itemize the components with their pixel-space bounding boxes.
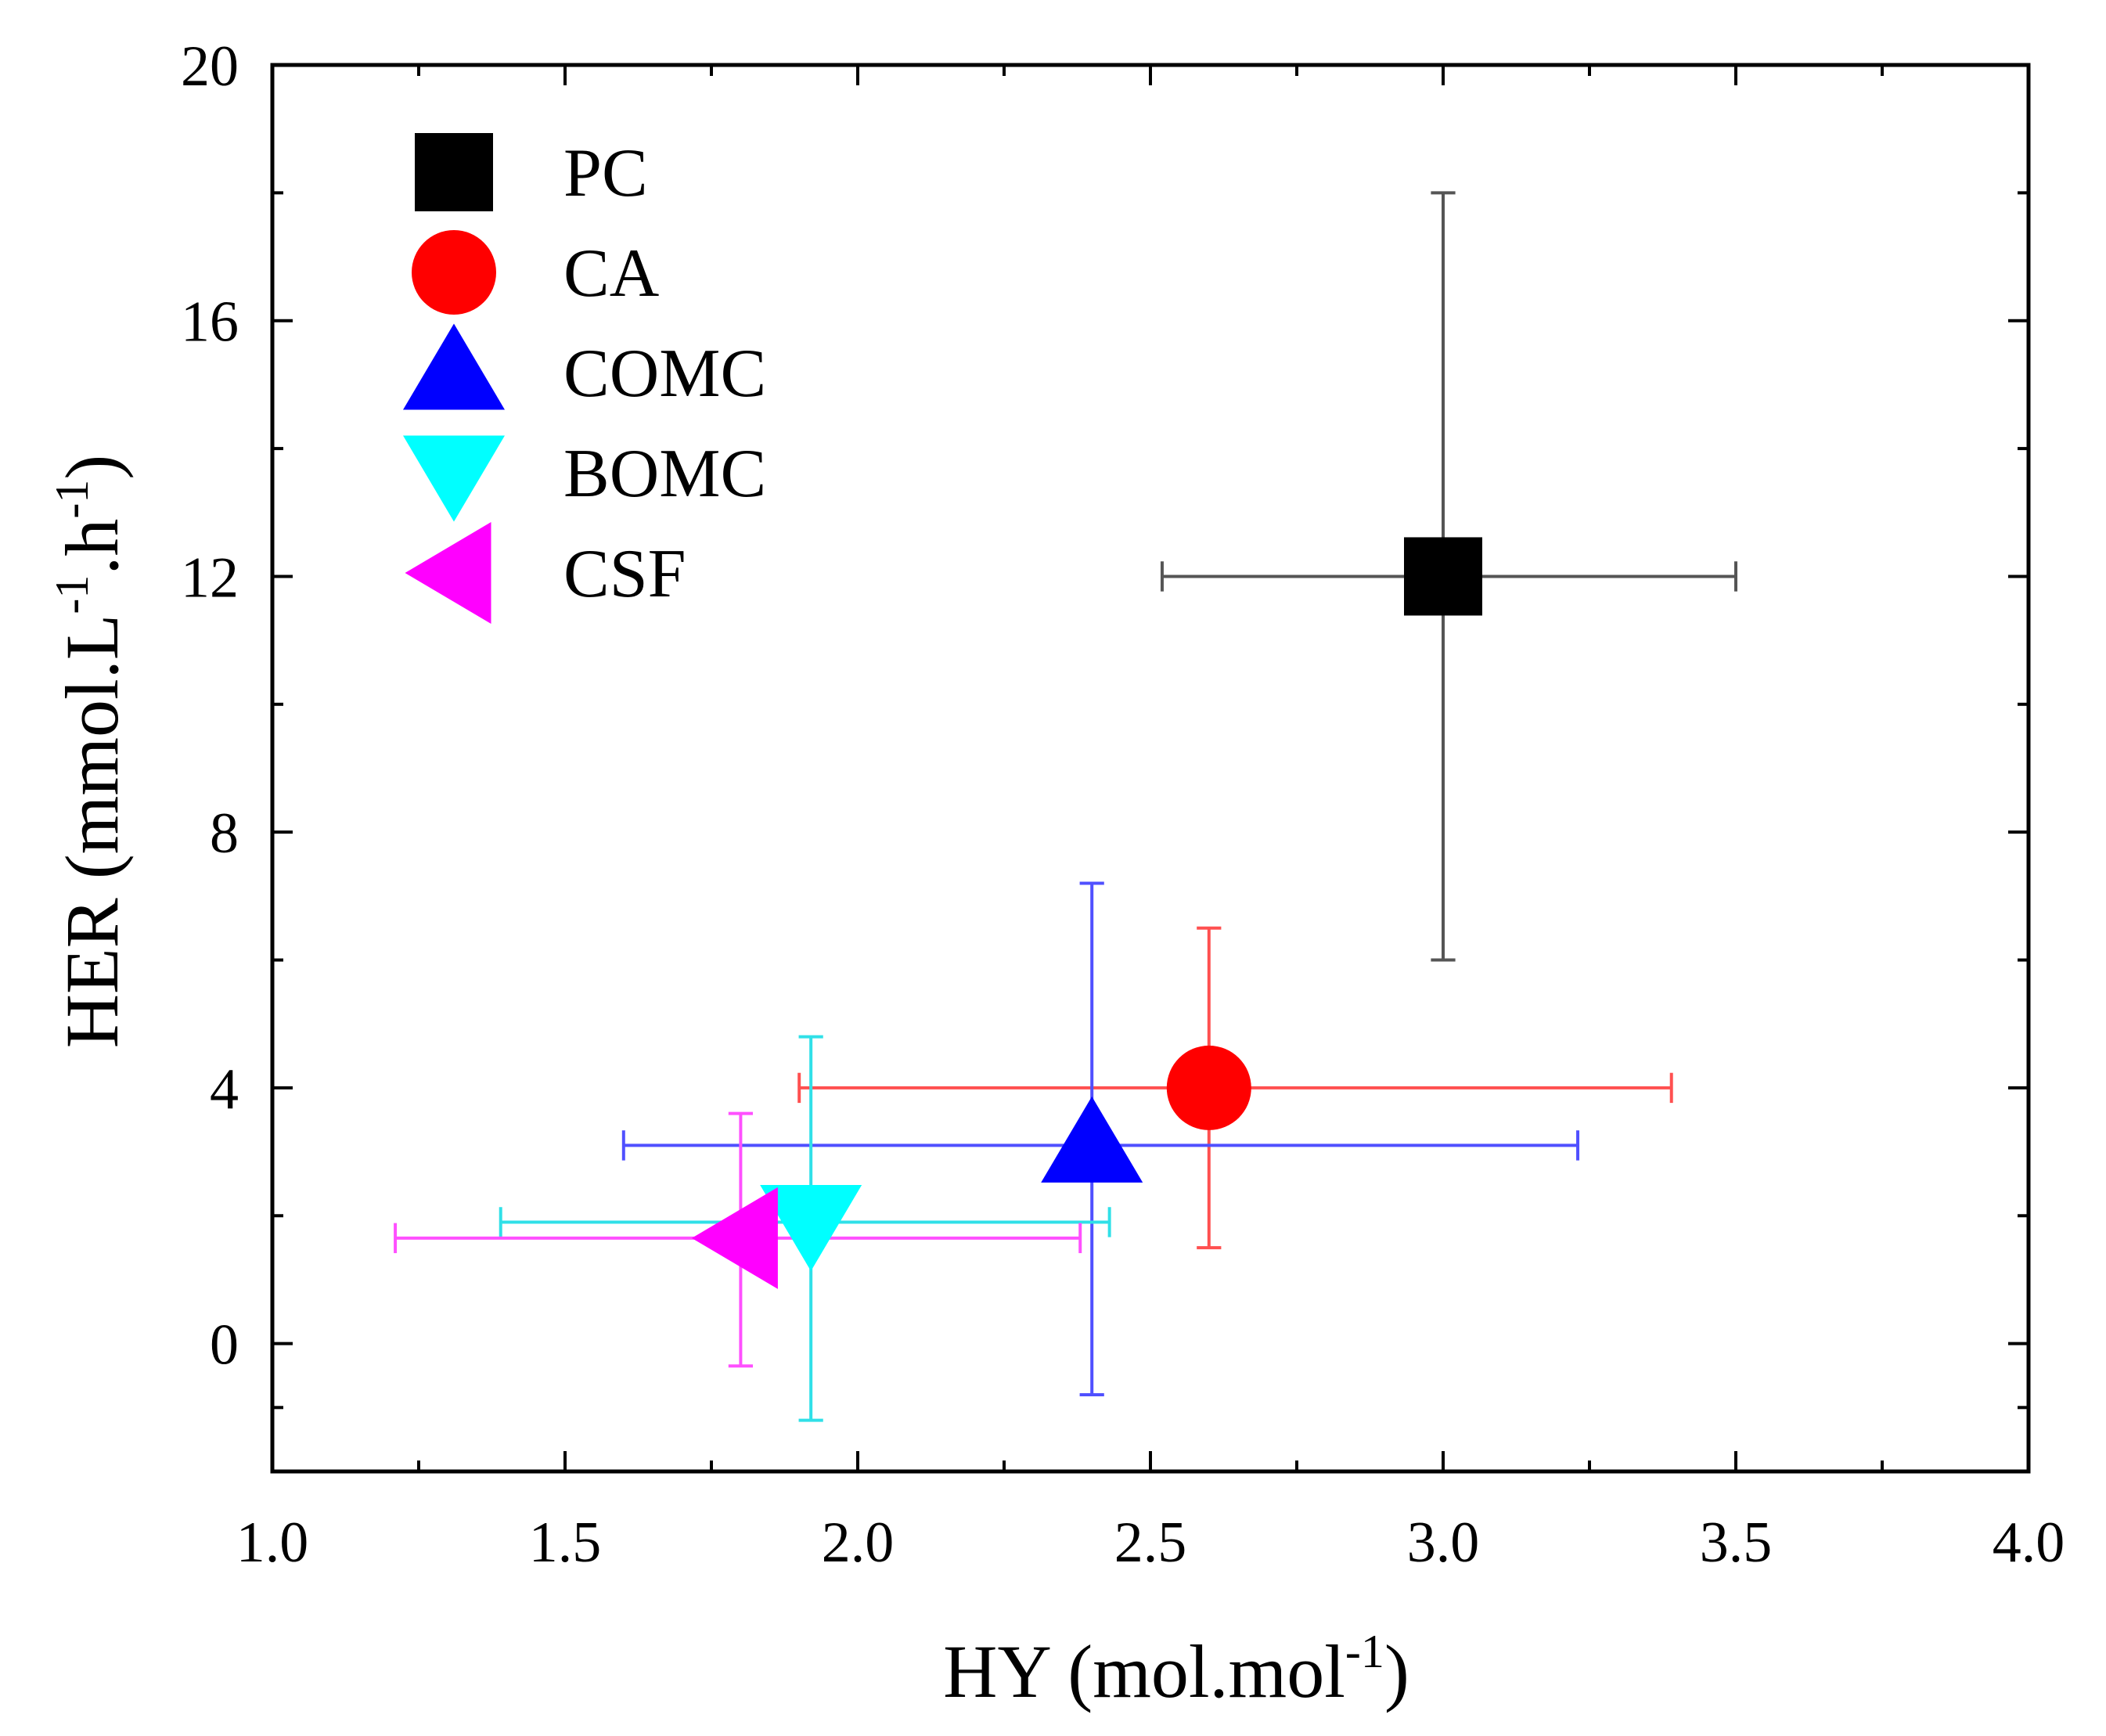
legend-label-csf: CSF [563,536,686,612]
y-tick-label: 4 [210,1057,239,1122]
legend-marker-comc [403,323,505,410]
x-tick-label: 2.0 [822,1511,895,1575]
data-point-csf [691,1187,778,1289]
legend-label-ca: CA [563,236,659,312]
y-tick-label: 12 [181,546,239,610]
y-tick-label: 20 [181,34,239,99]
x-tick-label: 4.0 [1993,1511,2065,1575]
y-axis-title: HER (mmol.L-1.h-1) [46,455,134,1049]
legend-marker-bomc [403,435,505,522]
data-point-ca [1166,1045,1251,1130]
data-point-comc [1041,1096,1143,1183]
y-tick-label: 16 [181,290,239,355]
x-tick-label: 2.5 [1114,1511,1187,1575]
legend-marker-ca [412,230,496,315]
y-tick-label: 0 [210,1313,239,1378]
data-markers [691,537,1482,1289]
y-tick-label: 8 [210,801,239,866]
data-point-pc [1404,537,1482,616]
x-tick-label: 1.0 [236,1511,309,1575]
x-tick-label: 1.5 [529,1511,602,1575]
legend-label-pc: PC [563,135,648,211]
legend-label-comc: COMC [563,336,766,412]
legend: PC CA COMC BOMC CSF [403,133,766,624]
x-axis-title: HY (mol.mol-1) [943,1626,1409,1713]
x-tick-label: 3.0 [1407,1511,1480,1575]
data-point-bomc [760,1184,862,1271]
legend-marker-pc [415,133,493,211]
axes: 1.0 1.5 2.0 2.5 3.0 3.5 4.0 0 4 8 12 16 20 [181,34,2065,1575]
x-tick-label: 3.5 [1700,1511,1773,1575]
legend-marker-csf [405,522,491,624]
legend-label-bomc: BOMC [563,436,766,512]
plot-frame [270,63,2031,1474]
